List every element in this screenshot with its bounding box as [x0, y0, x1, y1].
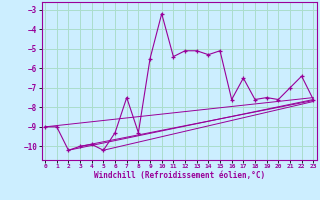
X-axis label: Windchill (Refroidissement éolien,°C): Windchill (Refroidissement éolien,°C)	[94, 171, 265, 180]
